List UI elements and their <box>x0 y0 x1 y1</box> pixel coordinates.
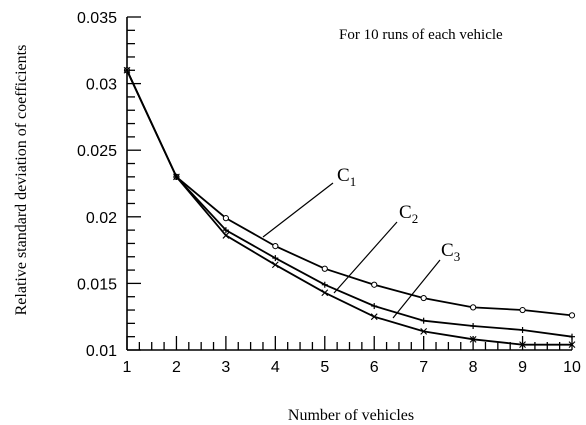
y-tick-label: 0.035 <box>77 10 117 27</box>
x-tick-label: 3 <box>221 359 230 376</box>
y-tick-label: 0.03 <box>86 77 117 94</box>
series-label-c1: C1 <box>337 165 356 189</box>
x-tick-label: 10 <box>563 359 581 376</box>
x-tick-label: 1 <box>123 359 132 376</box>
leader-line-c3 <box>392 259 441 319</box>
data-point-c2 <box>371 303 378 310</box>
y-tick-label: 0.025 <box>77 143 117 160</box>
annotation: For 10 runs of each vehicle <box>339 27 503 43</box>
data-point-c2 <box>470 323 477 330</box>
series-labels: C1 C2 C3 <box>262 165 460 319</box>
x-tick-label: 9 <box>518 359 527 376</box>
data-point-c3 <box>321 289 329 297</box>
data-point-c3 <box>173 173 180 181</box>
data-point-c2 <box>420 317 427 324</box>
data-point-c3 <box>370 313 378 321</box>
data-point-c1 <box>272 243 279 250</box>
data-point-c3 <box>420 327 428 335</box>
data-point-c1 <box>321 265 328 272</box>
data-point-c1 <box>568 312 576 319</box>
data-point-c2 <box>272 255 279 262</box>
ticks: 1 2 3 4 5 6 7 8 9 10 0.01 0.015 0.02 0.025 0.03 0.035 <box>77 10 581 376</box>
series-group <box>123 66 576 349</box>
series-line-c3 <box>126 69 572 346</box>
data-point-c1 <box>420 294 427 302</box>
x-tick-label: 6 <box>370 359 379 376</box>
series-label-c2: C2 <box>399 202 418 226</box>
leader-line-c2 <box>333 221 398 294</box>
data-point-c1 <box>470 304 477 311</box>
y-tick-label: 0.02 <box>86 210 117 227</box>
data-point-c2 <box>519 327 526 334</box>
data-point-c1 <box>519 306 526 314</box>
y-tick-label: 0.01 <box>86 343 117 360</box>
data-point-c1 <box>222 215 229 222</box>
x-tick-label: 8 <box>469 359 478 376</box>
data-point-c3 <box>469 335 477 343</box>
data-point-c1 <box>371 281 378 288</box>
data-point-c2 <box>321 281 328 288</box>
data-point-c3 <box>222 232 230 239</box>
series-line-c1 <box>126 69 573 317</box>
leader-line-c1 <box>262 182 334 238</box>
data-point-c2 <box>569 333 575 340</box>
series-line-c2 <box>126 69 573 338</box>
series-label-c3: C3 <box>441 240 460 264</box>
y-axis-title: Relative standard deviation of coefficie… <box>13 45 30 316</box>
x-tick-label: 5 <box>320 359 329 376</box>
data-point-c3 <box>519 341 526 349</box>
data-point-c3 <box>568 341 576 349</box>
data-point-c3 <box>123 66 131 74</box>
x-tick-label: 7 <box>419 359 428 376</box>
data-point-c3 <box>271 261 279 269</box>
y-tick-label: 0.015 <box>77 276 117 293</box>
data-point-c2 <box>222 227 229 234</box>
x-tick-label: 2 <box>172 359 181 376</box>
x-tick-label: 4 <box>271 359 280 376</box>
x-axis-title: Number of vehicles <box>288 407 414 424</box>
